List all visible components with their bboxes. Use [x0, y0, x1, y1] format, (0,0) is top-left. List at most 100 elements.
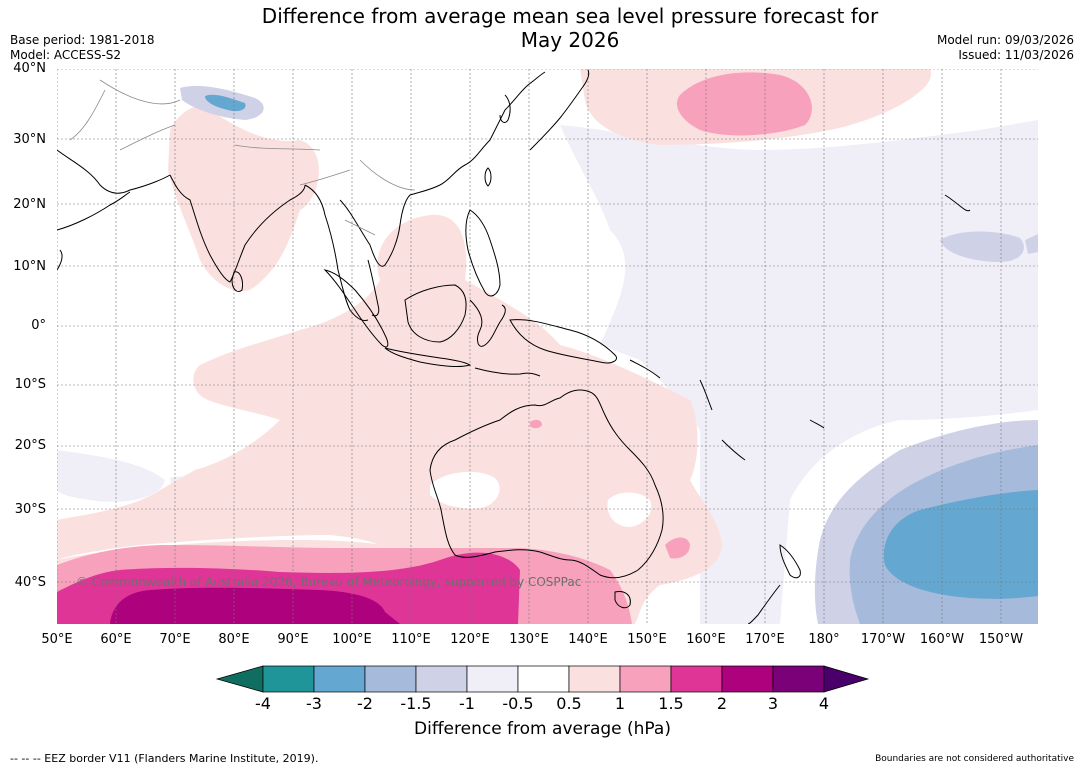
- lon-label: 180°: [808, 632, 840, 647]
- colorbar-segment: [772, 665, 825, 693]
- colorbar-tick-label: 0.5: [556, 694, 582, 713]
- colorbar-tick-label: 3: [767, 694, 779, 713]
- colorbar-segment: [670, 665, 723, 693]
- coast-japan: [529, 69, 590, 151]
- coast-sulawesi: [469, 299, 506, 347]
- coast-lesser-sunda: [474, 367, 541, 377]
- region-pos05-tropics: [57, 214, 722, 624]
- coast-newguinea: [509, 319, 617, 364]
- region-neg05-northeast: [560, 120, 1038, 624]
- lon-label: 140°E: [568, 632, 608, 647]
- region-neg-tibet-core: [205, 94, 246, 112]
- copyright-text: © Commonwealth of Australia 2026, Bureau…: [76, 575, 581, 589]
- colorbar-segments: [215, 665, 870, 693]
- colorbar-segment: [415, 665, 468, 693]
- lon-label: 110°E: [391, 632, 431, 647]
- region-pos10-tas: [665, 537, 690, 559]
- colorbar-tick-label: 1: [614, 694, 626, 713]
- colorbar-segment: [568, 665, 621, 693]
- lat-label: 10°S: [14, 377, 46, 392]
- lat-label: 30°S: [14, 502, 46, 517]
- coast-india: [169, 174, 306, 283]
- coast-newzealand-north: [779, 544, 801, 579]
- lon-label: 70°E: [159, 632, 191, 647]
- region-neg05-southwest: [57, 450, 165, 502]
- lon-label: 50°E: [41, 632, 73, 647]
- colorbar-segment: [619, 665, 672, 693]
- colorbar-tick-label: -0.5: [502, 694, 534, 713]
- coast-arabia: [57, 149, 171, 194]
- coast-bengal-burma: [304, 184, 369, 321]
- colorbar-tick-label: 1.5: [658, 694, 684, 713]
- colorbar-segment: [517, 665, 570, 693]
- coast-indochina: [339, 109, 506, 267]
- colorbar-extend-low: [215, 665, 264, 693]
- colorbar-extend-high: [823, 665, 870, 693]
- colorbar-tick-label: 4: [818, 694, 830, 713]
- lat-label: 10°N: [13, 259, 46, 274]
- lon-label: 100°E: [332, 632, 372, 647]
- base-period: Base period: 1981-2018: [10, 33, 155, 47]
- footer-disclaimer: Boundaries are not considered authoritat…: [875, 754, 1074, 764]
- colorbar-segment: [721, 665, 774, 693]
- lon-label: 90°E: [277, 632, 309, 647]
- colorbar-tick-label: -3: [306, 694, 322, 713]
- coast-borneo: [404, 284, 467, 343]
- chart-title: Difference from average mean sea level p…: [0, 4, 1085, 52]
- region-pos20-south: [110, 587, 400, 624]
- issued-date: Issued: 11/03/2026: [958, 48, 1074, 62]
- coast-java: [384, 347, 472, 367]
- lon-label: 130°E: [509, 632, 549, 647]
- lat-label: 30°N: [13, 132, 46, 147]
- coast-malaya: [367, 259, 380, 317]
- lon-label: 160°E: [686, 632, 726, 647]
- colorbar: [215, 665, 870, 693]
- border-lines: [69, 79, 416, 236]
- colorbar-tick-label: -2: [357, 694, 373, 713]
- colorbar-segment: [262, 665, 315, 693]
- lon-label: 160°W: [919, 632, 965, 647]
- title-line-1: Difference from average mean sea level p…: [261, 4, 879, 28]
- lat-label: 40°S: [14, 575, 46, 590]
- coast-solomons: [629, 359, 661, 379]
- footer-eez-note: -- -- -- EEZ border V11 (Flanders Marine…: [10, 752, 319, 765]
- lon-label: 150°W: [978, 632, 1024, 647]
- colorbar-label: Difference from average (hPa): [414, 719, 671, 739]
- coast-arabia-south: [57, 191, 131, 231]
- coast-taiwan: [484, 167, 492, 187]
- model-name: Model: ACCESS-S2: [10, 48, 122, 62]
- colorbar-tick-label: -1: [459, 694, 475, 713]
- coast-fiji: [809, 419, 825, 429]
- colorbar-tick-label: -1.5: [400, 694, 432, 713]
- colorbar-segment: [466, 665, 519, 693]
- coast-china: [504, 71, 546, 111]
- map: © Commonwealth of Australia 2026, Bureau…: [57, 69, 1038, 624]
- lat-label: 20°N: [13, 197, 46, 212]
- borders: [69, 79, 416, 236]
- region-pos10-small: [530, 419, 542, 429]
- region-neg10-east: [1025, 234, 1038, 254]
- coast-sumatra: [323, 269, 389, 348]
- colorbar-tick-label: 2: [716, 694, 728, 713]
- meta-left: Base period: 1981-2018 Model: ACCESS-S2: [10, 33, 155, 63]
- coast-newzealand-south: [747, 584, 781, 624]
- coast-australia: [429, 389, 664, 579]
- lat-label: 0°: [31, 318, 46, 333]
- lon-label: 170°E: [745, 632, 785, 647]
- coast-srilanka: [231, 271, 243, 293]
- coast-philippines: [465, 209, 501, 297]
- lon-label: 80°E: [218, 632, 250, 647]
- model-run: Model run: 09/03/2026: [936, 33, 1074, 47]
- lat-label: 40°N: [13, 61, 46, 76]
- region-neutral-qld: [607, 492, 652, 527]
- lon-label: 60°E: [100, 632, 132, 647]
- title-line-2: May 2026: [520, 28, 620, 52]
- coast-newcaledonia: [721, 439, 746, 461]
- colorbar-tick-label: -4: [255, 694, 271, 713]
- coast-vanuatu: [699, 379, 713, 411]
- coast-africa-horn: [57, 249, 63, 271]
- region-neg10-hawaii: [940, 231, 1024, 262]
- coast-hawaii: [944, 194, 971, 212]
- lon-label: 120°E: [450, 632, 490, 647]
- lon-label: 170°W: [860, 632, 906, 647]
